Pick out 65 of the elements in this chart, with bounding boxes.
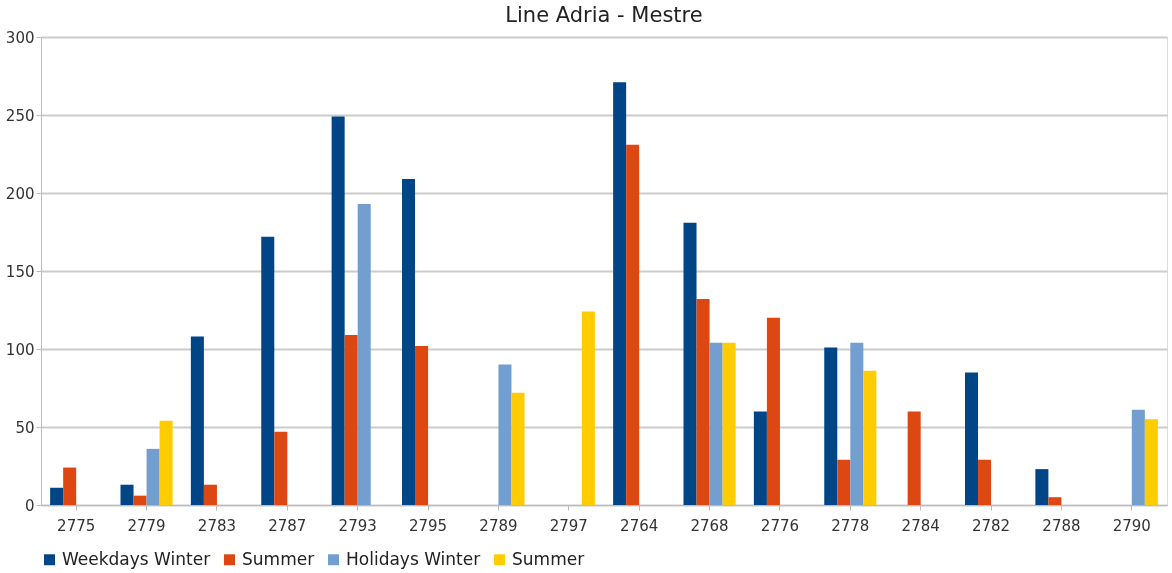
bar [344, 334, 358, 505]
bar [120, 484, 134, 505]
x-tick-label: 2778 [831, 516, 870, 535]
bar [190, 336, 204, 505]
legend-label: Summer [512, 548, 585, 569]
bar [696, 299, 710, 505]
bar [613, 82, 627, 505]
x-tick-label: 2788 [1042, 516, 1081, 535]
x-tick-label: 2782 [971, 516, 1011, 535]
bar [511, 392, 525, 505]
bar [965, 372, 979, 505]
bar [1035, 469, 1049, 505]
bar [274, 431, 288, 505]
bar [581, 311, 595, 505]
bar [1144, 419, 1158, 505]
bar [722, 342, 736, 505]
x-tick-label: 2776 [760, 516, 800, 535]
bar [824, 347, 838, 505]
bar [907, 411, 921, 505]
bar [837, 459, 851, 505]
x-tick-label: 2789 [479, 516, 518, 535]
x-tick-label: 2787 [268, 516, 307, 535]
y-tick-label: 100 [5, 340, 35, 359]
bar [766, 317, 780, 505]
x-tick-label: 2775 [57, 516, 96, 535]
bar [1048, 497, 1062, 505]
x-tick-label: 2795 [408, 516, 448, 535]
bar [402, 178, 416, 505]
bar [331, 116, 345, 505]
x-tick-label: 2783 [197, 516, 237, 535]
x-tick-label: 2790 [1112, 516, 1151, 535]
bar [261, 236, 275, 505]
bar [709, 342, 723, 505]
y-tick-label: 0 [24, 496, 35, 515]
legend-label: Weekdays Winter [62, 548, 211, 569]
x-tick-label: 2779 [127, 516, 166, 535]
x-tick-label: 2768 [690, 516, 729, 535]
y-tick-label: 200 [5, 184, 35, 203]
bar [357, 203, 371, 505]
bar [50, 487, 64, 505]
legend-label: Summer [242, 548, 315, 569]
x-tick-label: 2764 [620, 516, 659, 535]
y-tick-label: 150 [5, 262, 35, 281]
bar [863, 370, 877, 505]
chart-title: Line Adria - Mestre [505, 3, 703, 27]
y-tick-label: 250 [5, 106, 35, 125]
bar [146, 448, 160, 505]
y-tick-label: 300 [5, 28, 35, 47]
x-tick-label: 2797 [549, 516, 588, 535]
bar [1131, 409, 1145, 505]
x-tick-label: 2784 [901, 516, 940, 535]
bar [159, 420, 173, 505]
bar [978, 459, 992, 505]
legend-label: Holidays Winter [346, 548, 481, 569]
bar [203, 484, 217, 505]
bar [753, 411, 767, 505]
bar [498, 364, 512, 505]
bar [133, 495, 147, 505]
bar [415, 345, 429, 505]
y-tick-label: 50 [15, 418, 35, 437]
bar [850, 342, 864, 505]
x-tick-label: 2793 [338, 516, 377, 535]
bar [683, 222, 697, 505]
bar [626, 144, 640, 505]
bar [63, 467, 77, 505]
